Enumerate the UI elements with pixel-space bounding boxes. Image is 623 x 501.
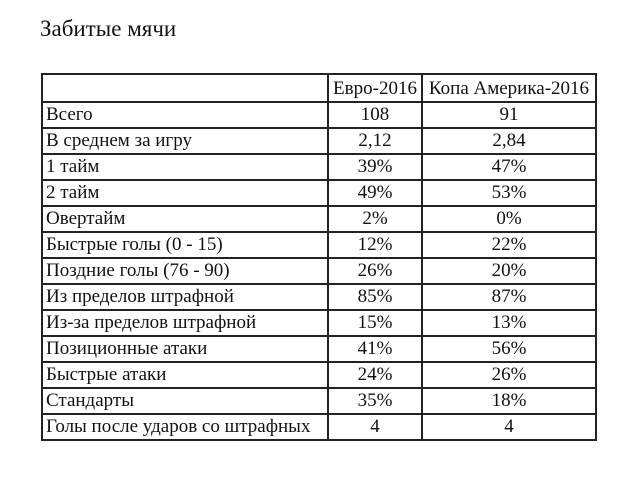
table-row: Овертайм 2% 0%: [41, 205, 597, 233]
copa-value: 91: [421, 101, 597, 129]
euro-value: 24%: [327, 361, 423, 389]
row-label: Всего: [41, 101, 329, 129]
table-header-row: Евро-2016 Копа Америка-2016: [41, 73, 597, 103]
row-label: Поздние голы (76 - 90): [41, 257, 329, 285]
copa-value: 13%: [421, 309, 597, 337]
table-row: Из пределов штрафной 85% 87%: [41, 283, 597, 311]
goals-table: Евро-2016 Копа Америка-2016 Всего 108 91 В …: [41, 73, 597, 441]
table-row: Поздние голы (76 - 90) 26% 20%: [41, 257, 597, 285]
euro-value: 12%: [327, 231, 423, 259]
row-label: Из пределов штрафной: [41, 283, 329, 311]
euro-value: 4: [327, 413, 423, 441]
copa-value: 4: [421, 413, 597, 441]
table-row: Всего 108 91: [41, 101, 597, 129]
copa-value: 26%: [421, 361, 597, 389]
row-label: Из-за пределов штрафной: [41, 309, 329, 337]
euro-value: 39%: [327, 153, 423, 181]
table-row: Стандарты 35% 18%: [41, 387, 597, 415]
copa-value: 47%: [421, 153, 597, 181]
table-row: Позиционные атаки 41% 56%: [41, 335, 597, 363]
table-row: Из-за пределов штрафной 15% 13%: [41, 309, 597, 337]
row-label: Быстрые голы (0 - 15): [41, 231, 329, 259]
euro-value: 108: [327, 101, 423, 129]
euro-value: 41%: [327, 335, 423, 363]
row-label: 2 тайм: [41, 179, 329, 207]
table-row: Быстрые атаки 24% 26%: [41, 361, 597, 389]
row-label: 1 тайм: [41, 153, 329, 181]
copa-value: 56%: [421, 335, 597, 363]
header-copa: Копа Америка-2016: [421, 73, 597, 103]
row-label: В среднем за игру: [41, 127, 329, 155]
table-row: Быстрые голы (0 - 15) 12% 22%: [41, 231, 597, 259]
copa-value: 87%: [421, 283, 597, 311]
row-label: Позиционные атаки: [41, 335, 329, 363]
table-row: Голы после ударов со штрафных 4 4: [41, 413, 597, 441]
table-row: 2 тайм 49% 53%: [41, 179, 597, 207]
row-label: Овертайм: [41, 205, 329, 233]
page-title: Забитые мячи: [40, 16, 177, 41]
euro-value: 2,12: [327, 127, 423, 155]
copa-value: 0%: [421, 205, 597, 233]
copa-value: 53%: [421, 179, 597, 207]
euro-value: 35%: [327, 387, 423, 415]
euro-value: 85%: [327, 283, 423, 311]
euro-value: 15%: [327, 309, 423, 337]
table-row: В среднем за игру 2,12 2,84: [41, 127, 597, 155]
euro-value: 49%: [327, 179, 423, 207]
header-euro: Евро-2016: [327, 73, 423, 103]
euro-value: 2%: [327, 205, 423, 233]
header-empty: [41, 73, 329, 103]
table-row: 1 тайм 39% 47%: [41, 153, 597, 181]
row-label: Голы после ударов со штрафных: [41, 413, 329, 441]
euro-value: 26%: [327, 257, 423, 285]
copa-value: 20%: [421, 257, 597, 285]
copa-value: 2,84: [421, 127, 597, 155]
row-label: Быстрые атаки: [41, 361, 329, 389]
copa-value: 18%: [421, 387, 597, 415]
row-label: Стандарты: [41, 387, 329, 415]
copa-value: 22%: [421, 231, 597, 259]
